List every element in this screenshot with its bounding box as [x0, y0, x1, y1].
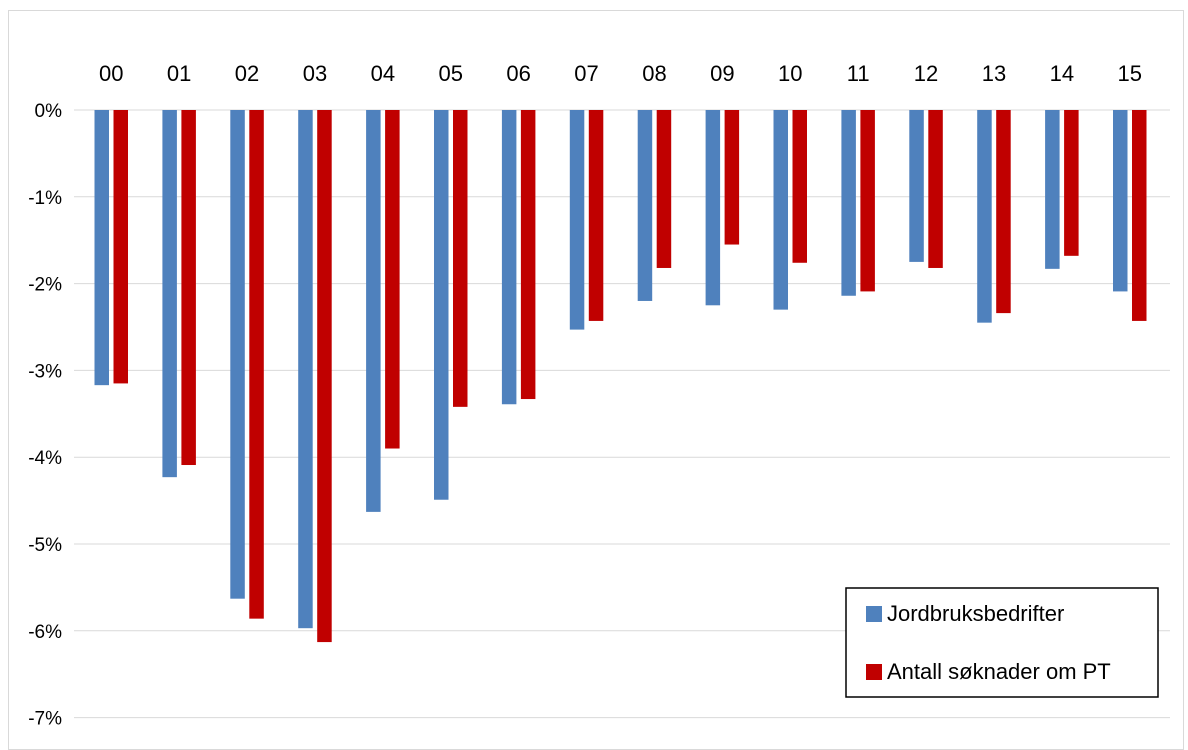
legend-swatch-jordbruksbedrifter — [866, 606, 882, 622]
x-category-label: 03 — [303, 61, 327, 86]
x-category-label: 12 — [914, 61, 938, 86]
bar-jordbruksbedrifter-13 — [977, 110, 992, 323]
bar-jordbruksbedrifter-09 — [705, 110, 721, 306]
x-category-label: 04 — [371, 61, 395, 86]
bar-jordbruksbedrifter-07 — [569, 110, 585, 330]
bar-jordbruksbedrifter-11 — [841, 110, 856, 296]
bar-antall-soknader-15 — [1132, 110, 1147, 321]
legend-label-antall-soknader: Antall søknader om PT — [887, 659, 1111, 684]
legend: Jordbruksbedrifter Antall søknader om PT — [845, 587, 1159, 698]
bar-antall-soknader-07 — [588, 110, 604, 321]
bar-jordbruksbedrifter-00 — [94, 110, 109, 386]
bar-jordbruksbedrifter-03 — [298, 110, 313, 629]
bar-jordbruksbedrifter-08 — [637, 110, 653, 301]
bar-antall-soknader-08 — [656, 110, 672, 268]
bars — [94, 110, 1147, 643]
x-category-label: 09 — [710, 61, 734, 86]
y-tick-label: -5% — [28, 535, 62, 556]
x-category-label: 13 — [982, 61, 1006, 86]
x-axis-categories: 00 01 02 03 04 05 06 07 08 09 10 11 12 13 14 15 — [99, 61, 1142, 86]
bar-jordbruksbedrifter-14 — [1045, 110, 1060, 269]
bar-antall-soknader-02 — [249, 110, 264, 619]
legend-label-jordbruksbedrifter: Jordbruksbedrifter — [887, 601, 1064, 626]
bar-antall-soknader-11 — [860, 110, 875, 292]
x-category-label: 01 — [167, 61, 191, 86]
y-tick-label: -4% — [28, 448, 62, 469]
legend-swatch-antall-soknader — [866, 664, 882, 680]
bar-jordbruksbedrifter-05 — [434, 110, 449, 500]
x-category-label: 10 — [778, 61, 802, 86]
bar-jordbruksbedrifter-02 — [230, 110, 245, 599]
bar-antall-soknader-09 — [724, 110, 740, 245]
bar-jordbruksbedrifter-04 — [366, 110, 381, 512]
x-category-label: 06 — [506, 61, 530, 86]
bar-antall-soknader-13 — [996, 110, 1011, 314]
bar-jordbruksbedrifter-10 — [773, 110, 788, 310]
bar-antall-soknader-10 — [792, 110, 807, 263]
x-category-label: 00 — [99, 61, 123, 86]
bar-antall-soknader-05 — [453, 110, 468, 407]
bar-antall-soknader-04 — [385, 110, 400, 449]
y-tick-label: -2% — [28, 275, 62, 296]
bar-jordbruksbedrifter-15 — [1113, 110, 1128, 292]
y-axis-ticks: 0% -1% -2% -3% -4% -5% -6% -7% — [28, 101, 62, 730]
bar-jordbruksbedrifter-06 — [501, 110, 517, 405]
legend-box — [845, 587, 1159, 698]
bar-antall-soknader-12 — [928, 110, 943, 268]
bar-antall-soknader-06 — [520, 110, 536, 400]
x-category-label: 08 — [642, 61, 666, 86]
bar-antall-soknader-14 — [1064, 110, 1079, 256]
x-category-label: 15 — [1118, 61, 1142, 86]
bar-jordbruksbedrifter-01 — [162, 110, 177, 478]
bar-jordbruksbedrifter-12 — [909, 110, 924, 262]
x-category-label: 14 — [1050, 61, 1074, 86]
x-category-label: 02 — [235, 61, 259, 86]
bar-antall-soknader-01 — [181, 110, 196, 466]
y-tick-label: -1% — [28, 188, 62, 209]
bar-antall-soknader-03 — [317, 110, 332, 643]
x-category-label: 05 — [439, 61, 463, 86]
y-tick-label: 0% — [35, 101, 63, 122]
y-tick-label: -6% — [28, 622, 62, 643]
x-category-label: 11 — [847, 61, 870, 86]
y-tick-label: -3% — [28, 361, 62, 382]
y-tick-label: -7% — [28, 709, 62, 730]
x-category-label: 07 — [574, 61, 598, 86]
bar-antall-soknader-00 — [113, 110, 128, 384]
